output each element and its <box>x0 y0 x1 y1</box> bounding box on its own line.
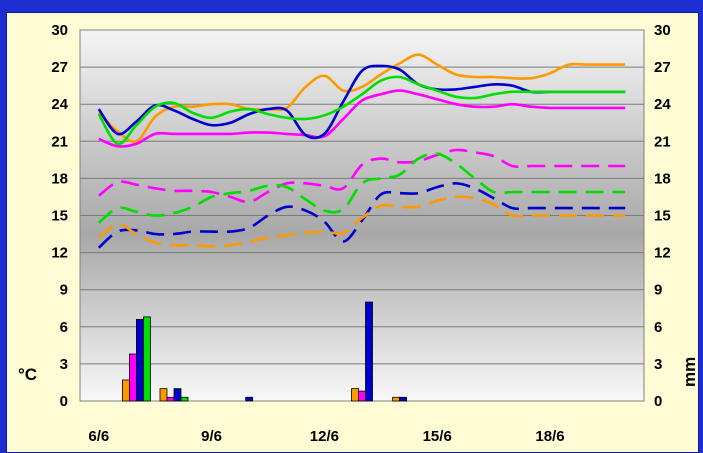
precip-bar <box>173 388 182 402</box>
precip-bar <box>245 396 254 402</box>
y-right-tick-label: 6 <box>654 319 662 336</box>
y-right-tick-label: 18 <box>654 170 671 187</box>
y-left-tick-label: 18 <box>51 170 68 187</box>
max-temp-line-orange <box>97 53 626 144</box>
y-left-tick-label: 0 <box>60 393 68 410</box>
precip-bar <box>180 396 189 402</box>
y-left-tick-label: 27 <box>51 59 68 76</box>
x-axis-ticks: 6/6 9/6 12/6 15/6 18/6 <box>88 428 564 445</box>
min-temp-line-blue <box>97 181 626 249</box>
y-right-tick-label: 30 <box>654 22 671 39</box>
y-left-tick-label: 24 <box>51 96 68 113</box>
y-left-tick-label: 15 <box>51 208 68 225</box>
y-right-tick-label: 21 <box>654 133 671 150</box>
precip-bar <box>365 301 373 402</box>
y-left-tick-label: 3 <box>60 356 68 373</box>
precip-bar <box>358 390 366 402</box>
y-left-tick-label: 9 <box>60 282 68 299</box>
y-right-tick-label: 0 <box>654 393 662 410</box>
precip-bar <box>392 396 401 402</box>
precip-bar <box>351 388 359 402</box>
y-left-tick-label: 12 <box>51 245 68 262</box>
y-right-tick-label: 12 <box>654 245 671 262</box>
y-right-tick-label: 15 <box>654 208 671 225</box>
precip-bar <box>135 318 144 402</box>
y-right-tick-label: 3 <box>654 356 662 373</box>
y-left-tick-label: 6 <box>60 319 68 336</box>
y-left-tick-label: 21 <box>51 133 68 150</box>
precip-bar <box>142 316 151 402</box>
x-tick-label: 12/6 <box>310 428 339 445</box>
y-right-axis-label: mm <box>680 357 699 387</box>
x-tick-label: 15/6 <box>423 428 452 445</box>
x-tick-label: 9/6 <box>201 428 222 445</box>
temperature-lines <box>97 53 626 249</box>
y-right-tick-label: 9 <box>654 282 662 299</box>
precip-bar <box>122 379 130 402</box>
min-temp-line-magenta <box>97 148 626 204</box>
y-left-axis-label: °C <box>18 365 37 384</box>
precip-bar <box>399 396 408 402</box>
y-right-tick-label: 27 <box>654 59 671 76</box>
min-temp-line-green <box>97 152 626 224</box>
precipitation-bars <box>122 301 408 402</box>
max-temp-line-magenta <box>98 89 626 148</box>
y-left-tick-label: 30 <box>51 22 68 39</box>
precip-bar <box>159 388 168 402</box>
min-temp-line-orange <box>97 195 626 248</box>
precip-bar <box>166 396 175 402</box>
x-tick-label: 6/6 <box>88 428 109 445</box>
max-temp-line-green <box>97 75 626 146</box>
precip-bar <box>128 353 137 402</box>
x-tick-label: 18/6 <box>535 428 564 445</box>
y-right-tick-label: 24 <box>654 96 671 113</box>
